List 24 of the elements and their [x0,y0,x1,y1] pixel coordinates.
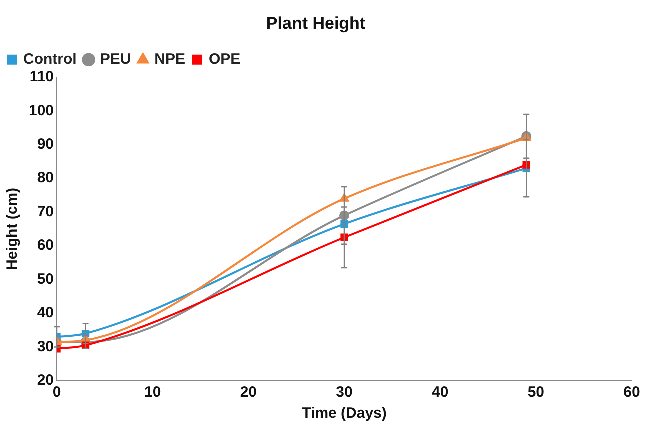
y-tick-label: 40 [37,304,54,322]
y-tick-label: 90 [37,136,54,154]
y-tick-label: 80 [37,170,54,187]
x-tick-label: 10 [144,384,162,402]
legend-label: OPE [209,51,241,68]
y-axis-title: Height (cm) [4,188,22,270]
x-tick-label: 0 [52,384,62,402]
legend-label: PEU [100,51,132,68]
x-tick-label: 20 [240,384,258,402]
x-tick-label: 40 [432,384,449,402]
y-tick-label: 70 [37,203,54,220]
legend-label: NPE [154,51,186,68]
x-axis-title: Time (Days) [302,405,387,422]
x-tick-label: 60 [624,384,640,402]
x-tick-label: 50 [528,384,545,402]
y-tick-label: 100 [28,102,54,120]
chart-title: Plant Height [266,14,366,33]
y-tick-label: 20 [37,372,54,390]
legend-label: Control [24,51,77,68]
y-tick-label: 60 [37,237,54,254]
y-tick-label: 50 [37,270,54,288]
y-tick-label: 30 [37,338,54,356]
y-tick-label: 110 [30,68,54,86]
x-tick-label: 30 [336,384,353,402]
